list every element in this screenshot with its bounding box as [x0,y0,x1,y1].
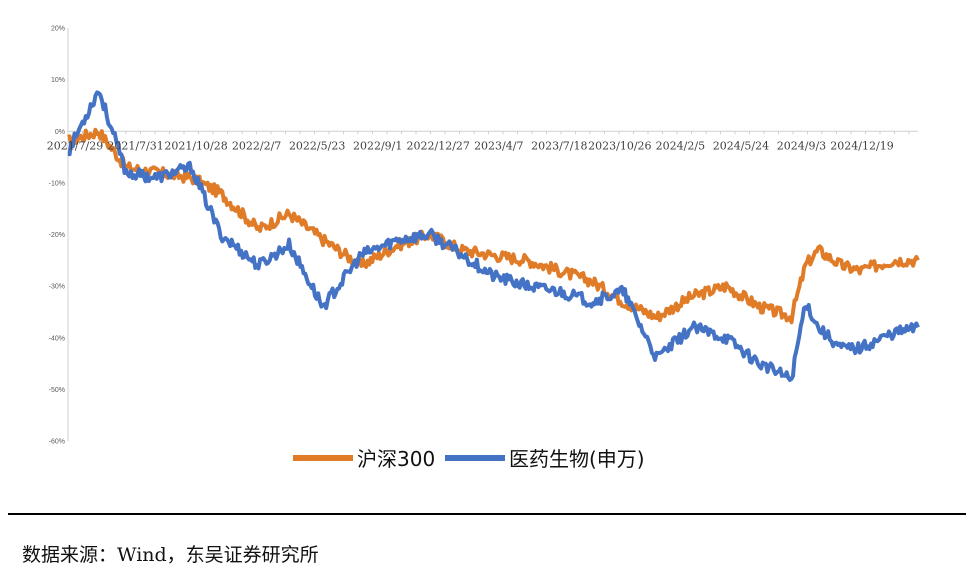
x-tick-label: 2021/7/31 [107,139,163,152]
source-note: 数据来源：Wind，东吴证券研究所 [22,544,319,566]
x-tick-label: 2023/10/26 [588,139,651,152]
series-line [67,90,920,382]
x-tick-label: 2023/4/7 [474,139,523,152]
x-tick-label: 2024/9/3 [777,139,826,152]
y-axis: 20% 10% 0% -10% -20% -30% -40% -50% -60% [49,26,65,446]
line-chart: 20% 10% 0% -10% -20% -30% -40% -50% -60% 2021/7/… [47,26,920,471]
y-tick-label: -40% [49,335,65,342]
x-tick-label: 2021/10/28 [164,139,227,152]
x-tick-label: 2022/12/27 [407,139,470,152]
divider [8,513,966,515]
x-tick-label: 2021/7/29 [47,139,103,152]
legend: 沪深300 医药生物(申万) [293,447,645,471]
y-tick-label: 20% [51,26,65,33]
legend-label-pharma: 医药生物(申万) [509,447,645,471]
legend-label-hs300: 沪深300 [357,447,435,471]
x-tick-label: 2022/9/1 [353,139,402,152]
y-tick-label: -50% [49,387,65,394]
y-tick-label: 10% [51,77,65,84]
x-tick-label: 2022/2/7 [232,139,281,152]
y-tick-label: -60% [49,439,65,446]
x-axis-labels: 2021/7/29 2021/7/31 2021/10/28 2022/2/7 2022… [47,139,894,152]
x-tick-label: 2023/7/18 [531,139,587,152]
x-tick-label: 2022/5/23 [289,139,345,152]
x-tick-label: 2024/5/24 [713,139,769,152]
series-line [67,127,920,325]
y-tick-label: -20% [49,232,65,239]
x-tick-label: 2024/12/19 [830,139,893,152]
x-tick-label: 2024/2/5 [656,139,705,152]
y-tick-label: -10% [49,180,65,187]
series-lines [67,90,920,382]
y-tick-label: 0% [55,129,65,136]
y-tick-label: -30% [49,284,65,291]
